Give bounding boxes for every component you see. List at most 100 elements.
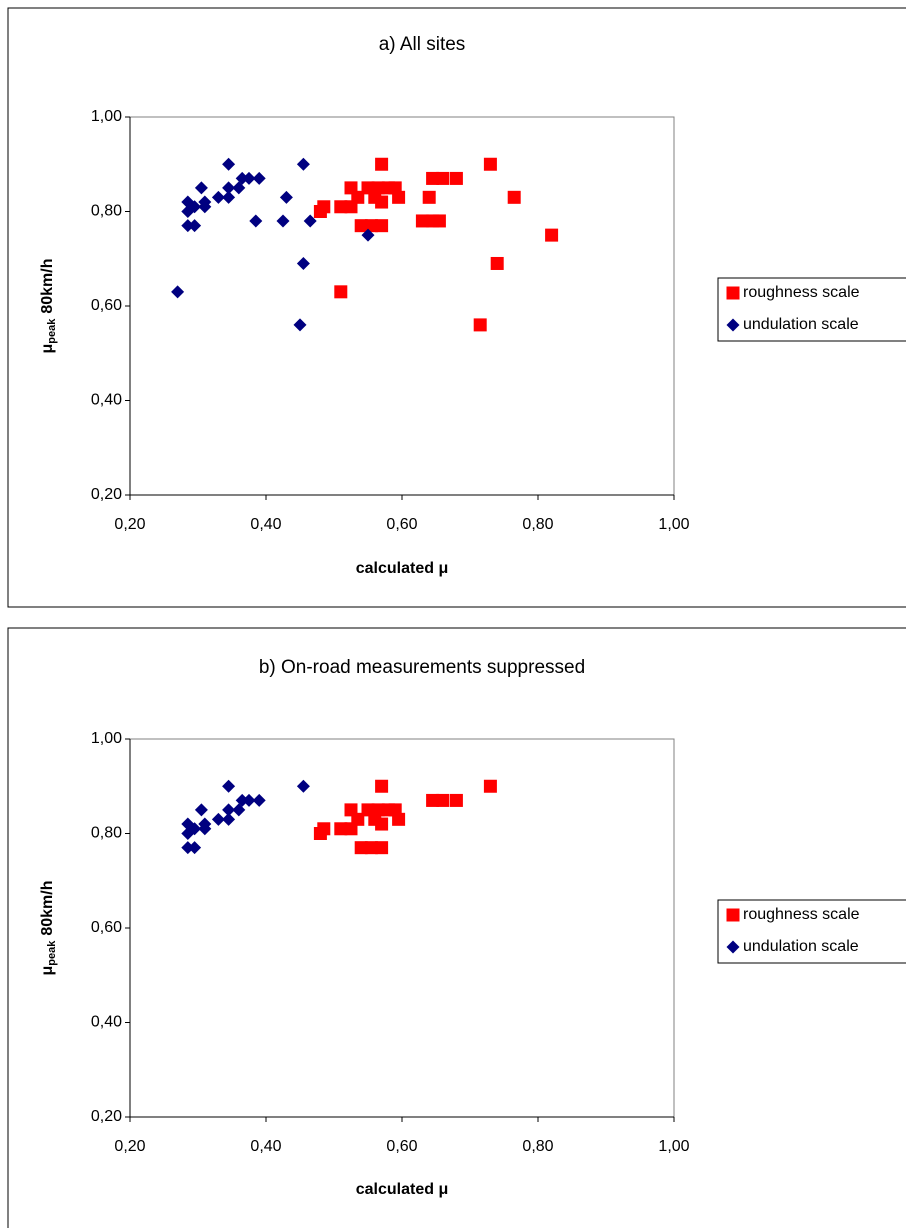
y-tick-label: 0,80: [91, 825, 122, 842]
legend-label: undulation scale: [743, 316, 859, 333]
x-tick-label: 0,60: [386, 1138, 417, 1155]
data-point: [375, 841, 389, 855]
data-point: [188, 219, 202, 233]
data-point: [222, 779, 236, 793]
data-point: [249, 214, 263, 228]
x-axis-label: calculated μ: [356, 560, 449, 577]
x-tick-label: 0,20: [114, 1138, 145, 1155]
data-point: [545, 228, 559, 242]
data-point: [222, 803, 236, 817]
plot-area: [129, 738, 675, 1118]
x-tick-label: 0,40: [250, 1138, 281, 1155]
y-label-symbol: μ: [39, 344, 56, 354]
data-point: [449, 793, 463, 807]
data-point: [436, 793, 450, 807]
chart: a) All sites 0,20 0,40 0,60 0,80 1,00 0,20 0,40…: [7, 7, 906, 608]
data-point: [483, 779, 497, 793]
data-point: [276, 214, 290, 228]
y-tick-label: 1,00: [91, 108, 122, 125]
data-point: [188, 200, 202, 214]
y-tick-label: 0,20: [91, 486, 122, 503]
data-point: [296, 256, 310, 270]
data-point: [188, 822, 202, 836]
data-point: [296, 157, 310, 171]
legend-marker: [726, 940, 740, 954]
data-point: [436, 171, 450, 185]
x-tick-label: 1,00: [658, 1138, 689, 1155]
data-point: [222, 190, 236, 204]
data-point: [235, 793, 249, 807]
data-point: [194, 803, 208, 817]
legend-label: roughness scale: [743, 284, 860, 301]
data-point: [222, 181, 236, 195]
data-point: [181, 219, 195, 233]
y-label-subscript: peak: [46, 318, 58, 344]
legend-marker: [726, 908, 740, 922]
y-tick-label: 0,60: [91, 919, 122, 936]
legend-label: undulation scale: [743, 938, 859, 955]
legend-box: [717, 277, 906, 342]
legend-marker: [726, 286, 740, 300]
data-point: [354, 841, 368, 855]
data-point: [252, 793, 266, 807]
chart: b) On-road measurements suppressed 0,20 0,…: [7, 627, 906, 1228]
data-point: [303, 214, 317, 228]
data-point: [432, 214, 446, 228]
data-point: [181, 841, 195, 855]
y-label-symbol: μ: [39, 966, 56, 976]
y-tick-label: 1,00: [91, 730, 122, 747]
data-point: [375, 157, 389, 171]
data-point: [375, 195, 389, 209]
data-point: [334, 285, 348, 299]
y-label-unit: 80km/h: [39, 258, 56, 313]
data-point: [211, 812, 225, 826]
data-point: [242, 793, 256, 807]
x-tick-label: 0,40: [250, 516, 281, 533]
x-tick-label: 1,00: [658, 516, 689, 533]
y-tick-label: 0,60: [91, 297, 122, 314]
x-tick-label: 0,60: [386, 516, 417, 533]
data-point: [211, 190, 225, 204]
data-point: [222, 157, 236, 171]
y-tick-label: 0,40: [91, 1014, 122, 1031]
data-point: [415, 214, 429, 228]
data-point: [364, 841, 378, 855]
data-point: [392, 190, 406, 204]
plot-area: [129, 116, 675, 496]
data-point: [313, 827, 327, 840]
data-point: [354, 219, 368, 233]
data-point: [293, 318, 307, 332]
data-point: [473, 318, 487, 332]
x-axis-label: calculated μ: [356, 1181, 449, 1198]
data-point: [296, 779, 310, 793]
data-point: [198, 822, 212, 836]
data-point: [375, 817, 389, 831]
chart-title: a) All sites: [379, 34, 466, 55]
data-point: [188, 841, 202, 855]
x-tick-label: 0,20: [114, 516, 145, 533]
chart-title: b) On-road measurements suppressed: [259, 657, 585, 678]
y-axis-label: μpeak 80km/h: [39, 258, 58, 353]
data-point: [361, 228, 375, 242]
data-point: [279, 190, 293, 204]
x-tick-label: 0,80: [522, 1138, 553, 1155]
data-point: [222, 812, 236, 826]
data-point: [242, 171, 256, 185]
data-point: [490, 256, 504, 270]
y-tick-label: 0,20: [91, 1108, 122, 1125]
legend-box: [717, 899, 906, 964]
data-point: [235, 171, 249, 185]
data-point: [426, 793, 440, 807]
data-point: [422, 190, 436, 204]
data-point: [375, 219, 389, 233]
data-point: [198, 200, 212, 214]
y-tick-label: 0,40: [91, 392, 122, 409]
legend-marker: [726, 318, 740, 332]
data-point: [344, 822, 358, 836]
y-axis-label: μpeak 80km/h: [39, 880, 58, 975]
x-tick-label: 0,80: [522, 516, 553, 533]
y-tick-label: 0,80: [91, 203, 122, 220]
data-point: [252, 171, 266, 185]
data-point: [483, 157, 497, 171]
